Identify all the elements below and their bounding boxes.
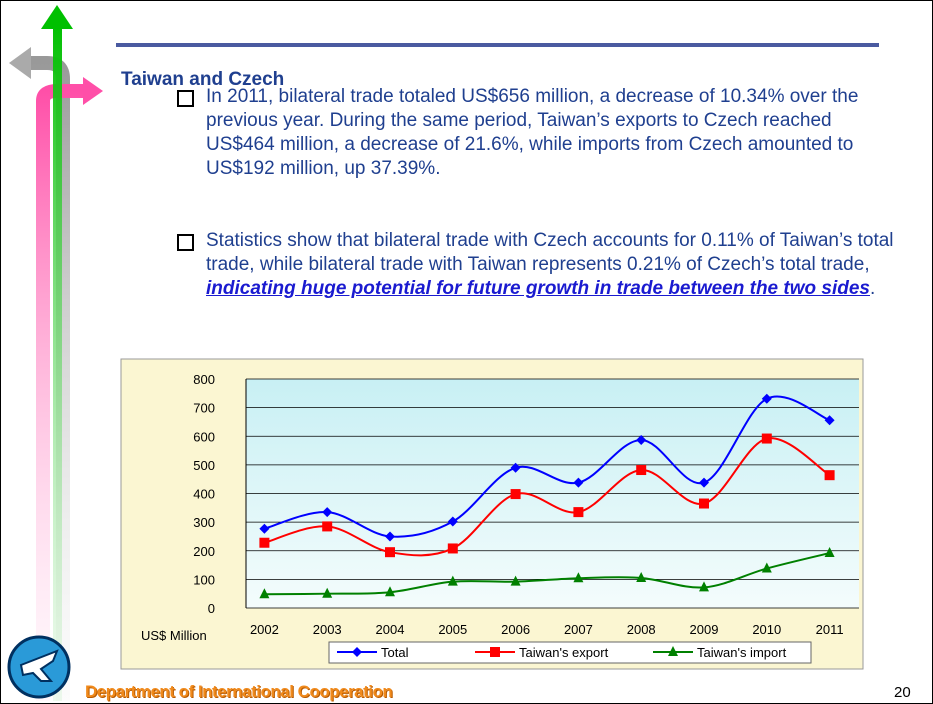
marker: [447, 543, 458, 554]
x-tick-label: 2005: [438, 622, 467, 637]
bullet-icon: [177, 90, 194, 107]
series-line: [264, 552, 830, 596]
marker: [259, 588, 270, 599]
x-tick-label: 2007: [564, 622, 593, 637]
y-tick-label: 400: [193, 487, 215, 502]
x-tick-label: 2009: [690, 622, 719, 637]
marker: [636, 465, 647, 476]
marker: [636, 571, 647, 582]
x-tick-label: 2003: [313, 622, 342, 637]
y-axis-label: US$ Million: [141, 628, 207, 643]
marker: [322, 507, 333, 518]
x-tick-label: 2008: [627, 622, 656, 637]
top-rule: [116, 43, 879, 47]
green-arrow: [53, 25, 62, 701]
marker: [573, 507, 584, 518]
x-tick-label: 2011: [816, 622, 844, 637]
bullet-text: .: [869, 278, 876, 299]
series-line: [264, 395, 831, 538]
y-tick-label: 500: [193, 458, 215, 473]
marker: [510, 575, 521, 586]
x-tick-label: 2010: [752, 622, 781, 637]
bullet-emphasis: indicating huge potential for future gro…: [206, 278, 870, 299]
y-tick-label: 700: [193, 401, 215, 416]
marker: [490, 647, 500, 657]
marker: [668, 646, 678, 656]
marker: [352, 647, 362, 657]
y-tick-label: 600: [193, 429, 215, 444]
y-tick-label: 200: [193, 544, 215, 559]
marker: [761, 562, 772, 573]
marker: [510, 462, 521, 473]
bullet-text: Statistics show that bilateral trade wit…: [206, 229, 896, 301]
x-tick-label: 2004: [376, 622, 405, 637]
legend-label: Taiwan's export: [519, 645, 609, 660]
pink-arrowhead: [83, 77, 103, 105]
marker: [259, 537, 270, 548]
legend-label: Total: [381, 645, 409, 660]
marker: [699, 581, 709, 592]
marker: [259, 523, 270, 534]
legend: [328, 641, 812, 664]
marker: [385, 586, 395, 597]
footer: Department of International Cooperation: [85, 682, 393, 701]
marker: [761, 433, 772, 444]
marker: [573, 572, 584, 583]
marker: [447, 516, 458, 527]
marker: [385, 547, 395, 558]
y-tick-label: 800: [193, 372, 215, 387]
marker: [636, 434, 647, 445]
marker: [824, 547, 835, 558]
legend-label: Taiwan's import: [697, 645, 787, 660]
bullet-text: In 2011, bilateral trade totaled US$656 …: [206, 86, 859, 179]
marker: [385, 531, 395, 542]
marker: [699, 477, 709, 488]
x-tick-label: 2002: [250, 622, 279, 637]
marker: [699, 498, 709, 509]
page-number: 20: [894, 684, 911, 701]
marker: [322, 587, 333, 598]
series-line: [264, 437, 831, 557]
logo-plane: [19, 649, 59, 682]
marker: [447, 575, 458, 586]
marker: [510, 489, 521, 500]
y-tick-label: 100: [193, 572, 215, 587]
bullet-text: Statistics show that bilateral trade wit…: [206, 230, 894, 275]
marker: [322, 521, 333, 532]
green-arrowhead: [41, 5, 73, 29]
marker: [573, 477, 584, 488]
bullet-icon: [177, 234, 194, 251]
slide-title: Taiwan and Czech: [121, 69, 285, 90]
y-tick-label: 300: [193, 515, 215, 530]
y-tick-label: 0: [208, 601, 215, 616]
grey-arrowhead: [9, 47, 31, 79]
marker: [824, 415, 835, 426]
marker: [824, 470, 835, 481]
marker: [761, 393, 772, 404]
x-tick-label: 2006: [501, 622, 530, 637]
